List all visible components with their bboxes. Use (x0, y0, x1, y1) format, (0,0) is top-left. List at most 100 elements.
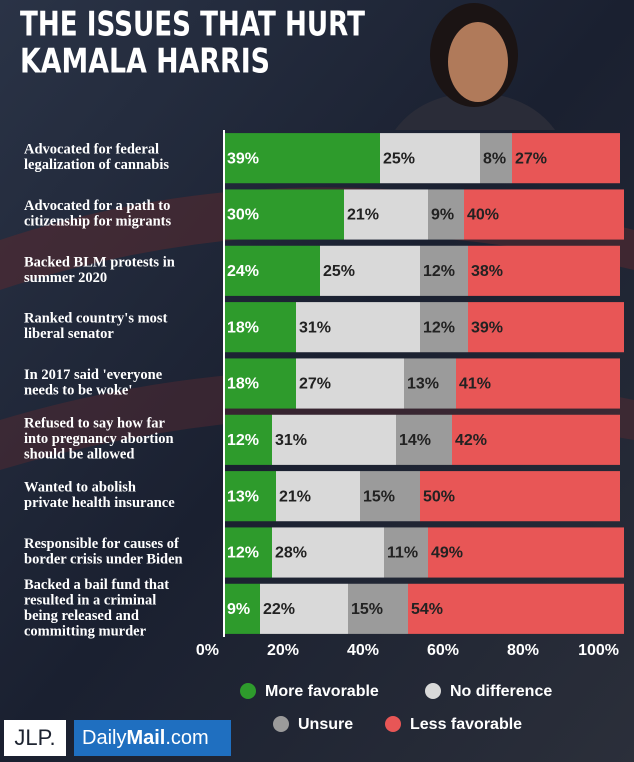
bar-segment (276, 471, 360, 522)
bar-segment (344, 189, 428, 240)
category-label: should be allowed (24, 447, 134, 463)
value-label: 30% (227, 207, 259, 224)
x-tick-label: 80% (507, 642, 539, 659)
bar-segment (224, 133, 380, 184)
value-label: 21% (279, 488, 311, 505)
bar-segment (360, 471, 420, 522)
bar-segment (420, 471, 620, 522)
category-label: border crisis under Biden (24, 552, 183, 568)
value-label: 50% (423, 488, 455, 505)
logo-text: JLP. (14, 725, 55, 750)
bar-segment (468, 302, 624, 353)
portrait (395, 3, 555, 130)
legend-label: No difference (450, 683, 552, 700)
bar-segment (456, 358, 620, 409)
bar-segment (348, 583, 408, 634)
logo-part: Daily (82, 727, 126, 749)
bar-segment (224, 583, 260, 634)
portrait-body (395, 92, 555, 130)
value-label: 21% (347, 207, 379, 224)
bar-segment (384, 527, 428, 578)
legend-label: Unsure (298, 716, 353, 733)
value-label: 12% (423, 263, 455, 280)
x-tick-label: 20% (267, 642, 299, 659)
bar-segment (452, 414, 620, 465)
bar-segment (224, 245, 320, 296)
bar-segment (296, 302, 420, 353)
value-label: 12% (227, 545, 259, 562)
title: KAMALA HARRIS (20, 42, 270, 82)
value-label: 14% (399, 432, 431, 449)
title: THE ISSUES THAT HURT (20, 5, 366, 45)
category-label: Refused to say how far (24, 416, 166, 432)
value-label: 22% (263, 601, 295, 618)
category-label: into pregnancy abortion (24, 431, 174, 447)
category-label: summer 2020 (24, 270, 107, 286)
value-label: 41% (459, 376, 491, 393)
value-label: 8% (483, 150, 506, 167)
value-label: 9% (227, 601, 250, 618)
bar-segment (464, 189, 624, 240)
category-label: Advocated for a path to (24, 198, 170, 214)
value-label: 31% (275, 432, 307, 449)
x-tick-label: 0% (196, 642, 219, 659)
value-label: 13% (407, 376, 439, 393)
category-label: citizenship for migrants (24, 214, 171, 230)
value-label: 25% (323, 263, 355, 280)
bar-segment (420, 302, 468, 353)
value-label: 39% (227, 150, 259, 167)
bar-segment (224, 414, 272, 465)
value-label: 40% (467, 207, 499, 224)
value-label: 28% (275, 545, 307, 562)
bar-segment (224, 527, 272, 578)
legend-label: More favorable (265, 683, 379, 700)
legend-swatch (385, 716, 401, 732)
logo-box (4, 720, 66, 756)
category-label: resulted in a criminal (24, 592, 156, 608)
bar-segment (468, 245, 620, 296)
x-tick-label: 40% (347, 642, 379, 659)
value-label: 18% (227, 319, 259, 336)
legend-label: Less favorable (410, 716, 522, 733)
value-label: 24% (227, 263, 259, 280)
value-label: 31% (299, 319, 331, 336)
value-label: 9% (431, 207, 454, 224)
category-label: Backed a bail fund that (24, 577, 169, 593)
value-label: 25% (383, 150, 415, 167)
bar-segment (272, 527, 384, 578)
value-label: 11% (387, 545, 418, 562)
value-label: 12% (227, 432, 259, 449)
bar-segment (380, 133, 480, 184)
category-label: being released and (24, 608, 139, 624)
bar-segment (224, 302, 296, 353)
bar-segment (420, 245, 468, 296)
category-label: Ranked country's most (24, 311, 168, 327)
value-label: 49% (431, 545, 463, 562)
legend-swatch (273, 716, 289, 732)
value-label: 12% (423, 319, 455, 336)
category-label: legalization of cannabis (24, 157, 169, 173)
logo-text: DailyMail.com (82, 727, 209, 749)
logo-part: Mail (126, 727, 165, 749)
legend-swatch (425, 683, 441, 699)
bar-segment (260, 583, 348, 634)
value-label: 27% (299, 376, 331, 393)
bar-segment (224, 358, 296, 409)
category-label: Responsible for causes of (24, 536, 179, 552)
bar-segment (408, 583, 624, 634)
x-tick-label: 100% (578, 642, 619, 659)
value-label: 38% (471, 263, 503, 280)
category-label: Backed BLM protests in (24, 254, 175, 270)
category-label: liberal senator (24, 326, 114, 342)
category-label: In 2017 said 'everyone (24, 367, 163, 383)
bar-segment (480, 133, 512, 184)
bar-segment (404, 358, 456, 409)
category-label: committing murder (24, 623, 147, 639)
category-label: private health insurance (24, 495, 175, 511)
value-label: 39% (471, 319, 503, 336)
value-label: 42% (455, 432, 487, 449)
bar-segment (428, 189, 464, 240)
value-label: 54% (411, 601, 443, 618)
value-label: 15% (351, 601, 383, 618)
